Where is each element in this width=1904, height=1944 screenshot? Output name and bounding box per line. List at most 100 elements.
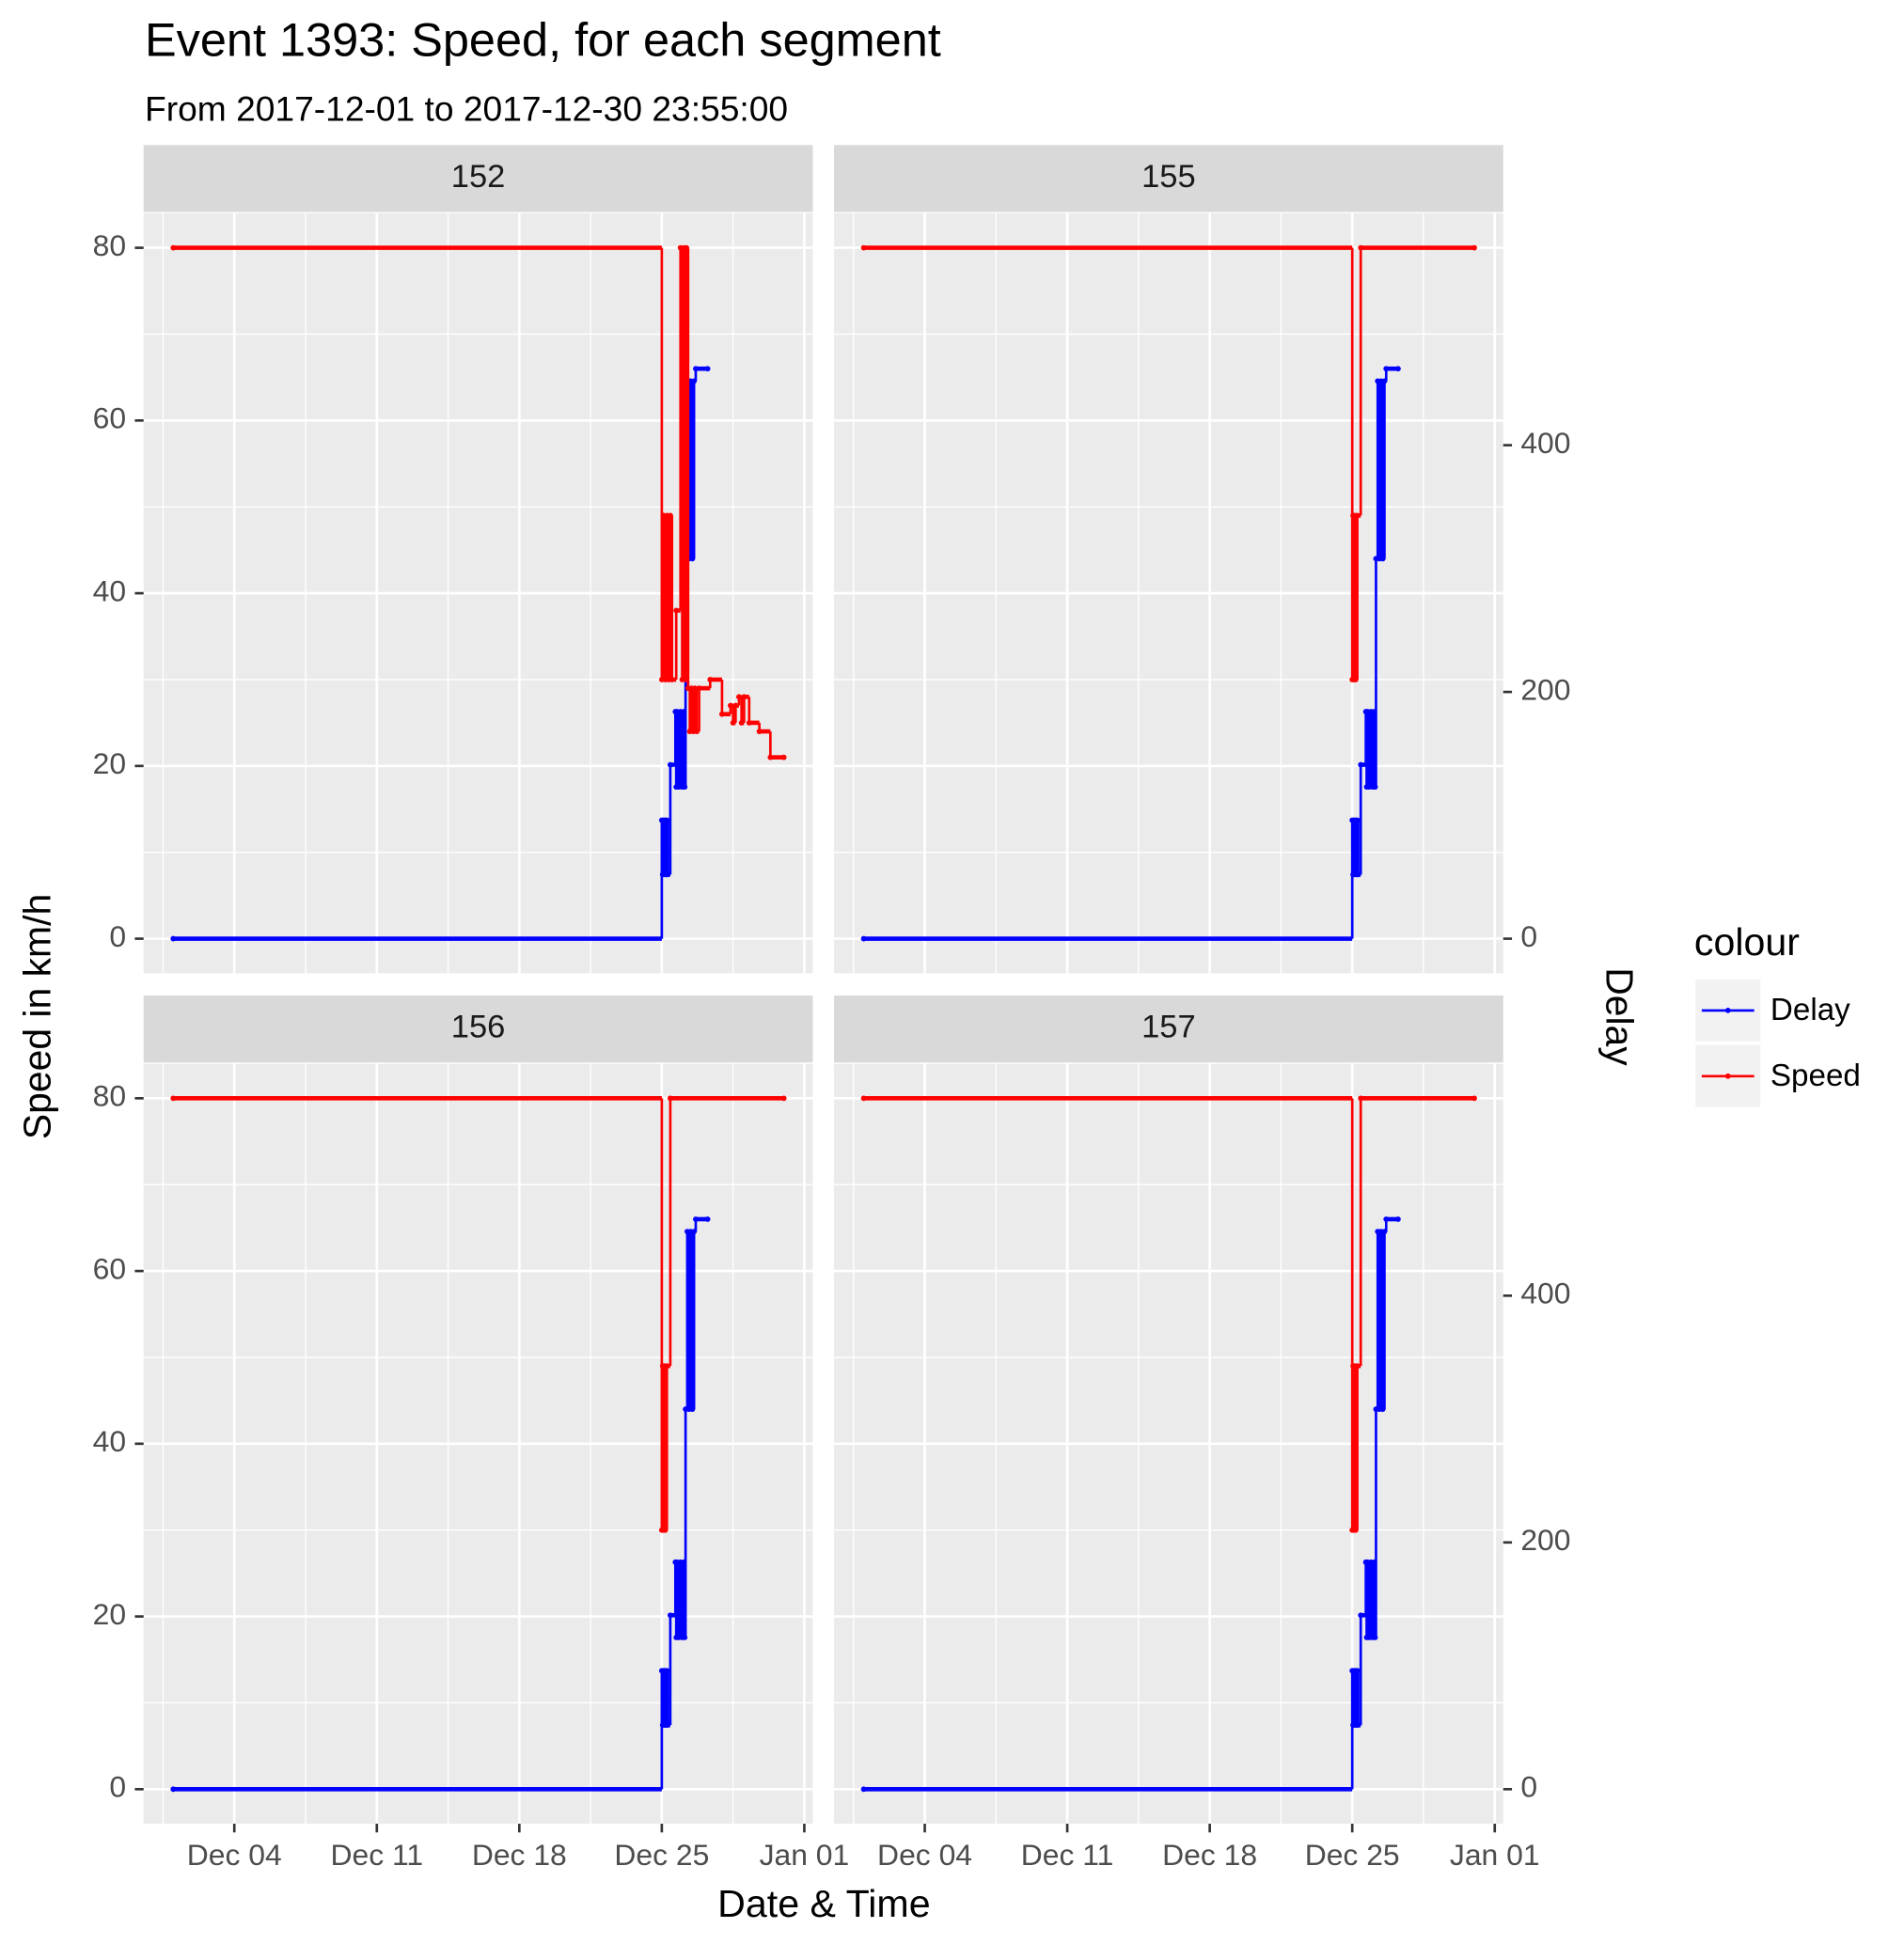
point [667, 1612, 673, 1619]
legend-point [1724, 1007, 1731, 1013]
facet-panel: 152 0 20 40 60 80 [93, 145, 813, 974]
point [756, 729, 763, 734]
strip-label: 157 [1141, 1010, 1196, 1045]
point [662, 1527, 669, 1533]
point [1383, 1216, 1390, 1222]
point [732, 702, 739, 709]
point [667, 512, 673, 519]
point [736, 694, 742, 700]
chart-subtitle: From 2017-12-01 to 2017-12-30 23:55:00 [145, 89, 788, 129]
point [1381, 1229, 1388, 1234]
point [1358, 244, 1364, 251]
point [667, 761, 673, 768]
point [1358, 761, 1364, 768]
point [691, 1229, 698, 1234]
point [664, 1363, 670, 1370]
point [665, 871, 671, 878]
chart-title: Event 1393: Speed, for each segment [145, 13, 941, 67]
point [1379, 1406, 1386, 1412]
point [1394, 1216, 1401, 1222]
point [730, 719, 736, 726]
x-tick-label: Dec 25 [1305, 1838, 1400, 1872]
point [860, 244, 867, 251]
y2-tick-label: 400 [1520, 426, 1570, 460]
point [1352, 677, 1359, 682]
point [1471, 1095, 1477, 1102]
point [1381, 378, 1388, 384]
point [693, 366, 699, 372]
y-axis-title: Speed in km/h [15, 894, 58, 1139]
point [780, 1095, 787, 1102]
point [1354, 512, 1361, 519]
point [1372, 784, 1378, 791]
y-tick-label: 20 [93, 1597, 126, 1631]
y2-tick-label: 200 [1520, 673, 1570, 707]
point [860, 1786, 867, 1793]
strip-label: 152 [451, 159, 506, 195]
point [741, 694, 747, 700]
legend-title: colour [1694, 920, 1800, 964]
legend-label: Speed [1770, 1058, 1861, 1093]
y2-tick-label: 200 [1520, 1523, 1570, 1557]
point [1354, 817, 1361, 823]
point [689, 556, 696, 562]
point [707, 677, 714, 682]
point [1372, 1634, 1378, 1640]
point [1358, 1612, 1364, 1619]
point [746, 719, 752, 726]
point [1471, 244, 1477, 251]
y-tick-label: 60 [93, 1252, 126, 1286]
point [728, 702, 733, 709]
x-tick-label: Dec 25 [614, 1838, 709, 1872]
y-tick-label: 40 [93, 574, 126, 608]
legend-label: Delay [1770, 993, 1850, 1027]
point [667, 1095, 673, 1102]
y2-axis-title: Delay [1598, 967, 1642, 1066]
strip [143, 996, 813, 1063]
point [170, 1786, 177, 1793]
y-tick-label: 20 [93, 746, 126, 780]
x-tick-label: Dec 04 [187, 1838, 282, 1872]
point [860, 1095, 867, 1102]
point [1352, 1527, 1359, 1533]
x-tick-label: Dec 18 [1162, 1838, 1257, 1872]
point [664, 817, 670, 823]
point [664, 1668, 670, 1674]
strip-label: 156 [451, 1010, 506, 1045]
point [738, 719, 745, 726]
point [1358, 1095, 1364, 1102]
strip [834, 145, 1503, 212]
point [693, 1216, 699, 1222]
x-tick-label: Dec 18 [472, 1838, 567, 1872]
point [704, 366, 711, 372]
point [1383, 366, 1390, 372]
y2-tick-label: 400 [1520, 1277, 1570, 1310]
y2-tick-label: 0 [1520, 919, 1537, 953]
x-tick-label: Dec 04 [877, 1838, 972, 1872]
point [704, 1216, 711, 1222]
point [1355, 1722, 1361, 1728]
strip [834, 996, 1503, 1063]
y2-tick-label: 0 [1520, 1770, 1537, 1804]
point [860, 935, 867, 942]
point [767, 754, 774, 760]
point [673, 607, 680, 614]
point [689, 1406, 696, 1412]
facet-panel: 155 0 200 400 [834, 145, 1571, 974]
point [1355, 871, 1361, 878]
x-tick-label: Jan 01 [760, 1838, 850, 1872]
point [665, 1722, 671, 1728]
point [1379, 556, 1386, 562]
point [669, 677, 675, 682]
point [696, 685, 702, 692]
point [170, 1095, 177, 1102]
point [682, 1634, 688, 1640]
point [1354, 1363, 1361, 1370]
point [692, 685, 698, 692]
legend-point [1724, 1073, 1731, 1079]
y-tick-label: 0 [109, 1770, 126, 1804]
strip [143, 145, 813, 212]
point [691, 378, 698, 384]
